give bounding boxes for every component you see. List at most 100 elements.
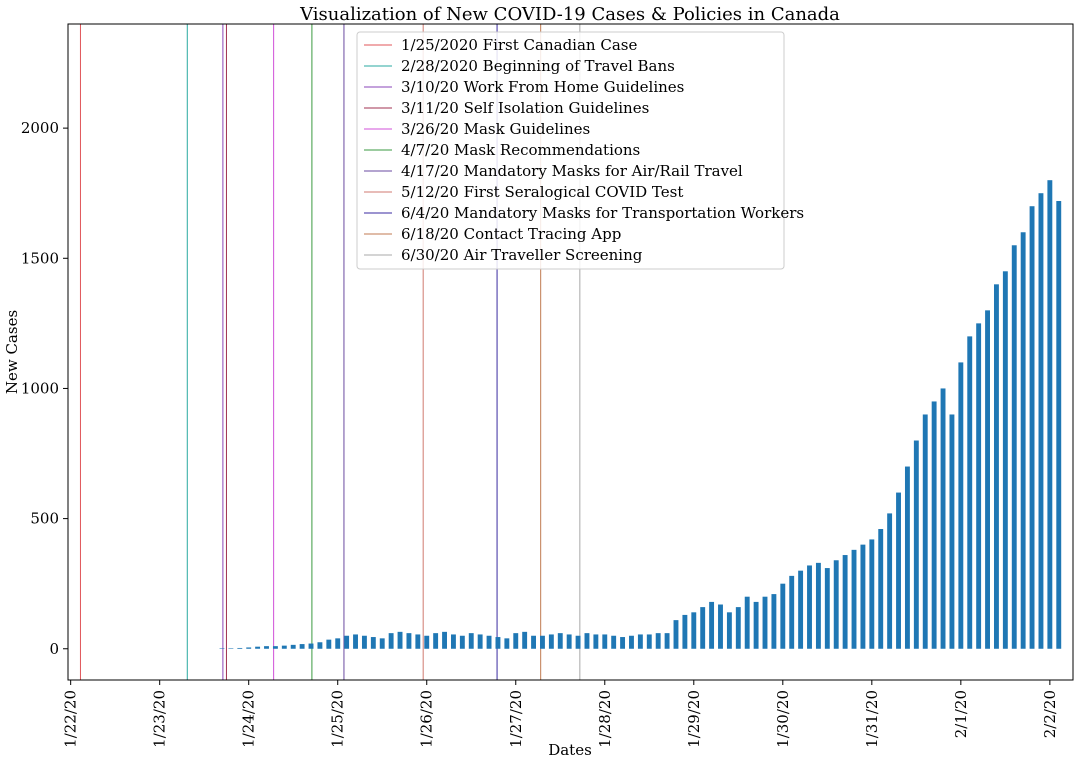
bar-111 bbox=[1056, 201, 1062, 649]
bar-103 bbox=[985, 310, 990, 649]
bar-96 bbox=[922, 414, 928, 649]
plot-frame bbox=[67, 23, 1074, 681]
bar-87 bbox=[842, 555, 848, 649]
x-axis: 1/22/20 1/23/20 1/24/20 1/25/20 1/26/20 1/27/… bbox=[62, 680, 1059, 748]
y-tick-label-0: 0 bbox=[49, 640, 59, 658]
bar-108 bbox=[1029, 206, 1035, 649]
bar-63 bbox=[629, 635, 634, 649]
bar-101 bbox=[967, 336, 973, 649]
bar-81 bbox=[789, 575, 795, 649]
bar-22 bbox=[264, 646, 269, 649]
bar-67 bbox=[664, 633, 670, 649]
bar-92 bbox=[887, 513, 893, 649]
bar-42 bbox=[442, 631, 447, 649]
bar-47 bbox=[486, 635, 492, 649]
legend-label-10: 6/30/20 Air Traveller Screening bbox=[401, 246, 643, 264]
bar-41 bbox=[433, 633, 439, 649]
bar-31 bbox=[344, 635, 350, 649]
bar-50 bbox=[513, 633, 519, 649]
bar-76 bbox=[744, 596, 750, 649]
legend-label-6: 4/17/20 Mandatory Masks for Air/Rail Tra… bbox=[401, 162, 743, 180]
y-tick-label-4: 2000 bbox=[21, 119, 59, 137]
x-tick-label-1: 1/23/20 bbox=[151, 690, 169, 748]
chart-title: Visualization of New COVID-19 Cases & Po… bbox=[299, 4, 840, 25]
legend-label-4: 3/26/20 Mask Guidelines bbox=[401, 120, 590, 138]
bar-56 bbox=[566, 634, 572, 649]
bar-83 bbox=[807, 565, 812, 649]
bar-105 bbox=[1002, 271, 1008, 649]
bar-73 bbox=[718, 604, 723, 649]
bar-36 bbox=[388, 633, 394, 649]
bar-84 bbox=[815, 562, 821, 649]
y-tick-label-2: 1000 bbox=[21, 379, 59, 397]
bar-78 bbox=[762, 596, 768, 649]
bar-39 bbox=[415, 634, 421, 649]
bar-59 bbox=[593, 634, 599, 649]
bar-65 bbox=[646, 634, 652, 649]
legend-label-2: 3/10/20 Work From Home Guidelines bbox=[401, 78, 684, 96]
x-tick-label-6: 1/28/20 bbox=[596, 690, 614, 748]
x-tick-label-8: 1/30/20 bbox=[774, 690, 792, 748]
bar-21 bbox=[255, 646, 261, 649]
bar-79 bbox=[771, 594, 777, 649]
bar-38 bbox=[406, 633, 412, 649]
x-tick-label-11: 2/2/20 bbox=[1041, 690, 1059, 738]
bar-53 bbox=[540, 635, 545, 649]
bar-97 bbox=[931, 401, 937, 649]
bar-17 bbox=[219, 648, 225, 649]
bar-71 bbox=[700, 607, 706, 649]
bar-86 bbox=[833, 560, 839, 649]
bar-80 bbox=[780, 583, 786, 649]
bar-40 bbox=[424, 635, 430, 649]
bar-57 bbox=[575, 635, 581, 649]
bar-26 bbox=[299, 644, 305, 649]
x-tick-label-5: 1/27/20 bbox=[507, 690, 525, 748]
x-tick-label-7: 1/29/20 bbox=[685, 690, 703, 748]
bar-106 bbox=[1011, 245, 1017, 649]
bar-64 bbox=[637, 634, 643, 649]
legend-box bbox=[356, 31, 785, 270]
legend-label-3: 3/11/20 Self Isolation Guidelines bbox=[401, 99, 649, 117]
bar-98 bbox=[940, 388, 946, 649]
x-axis-label: Dates bbox=[548, 741, 592, 759]
bar-107 bbox=[1020, 232, 1026, 649]
bar-77 bbox=[753, 601, 759, 649]
legend-label-5: 4/7/20 Mask Recommendations bbox=[401, 141, 640, 159]
bar-99 bbox=[949, 414, 955, 649]
bar-55 bbox=[557, 633, 563, 649]
bar-33 bbox=[361, 635, 367, 649]
bar-19 bbox=[237, 647, 243, 649]
bar-95 bbox=[913, 440, 919, 649]
bar-29 bbox=[326, 639, 332, 649]
bar-37 bbox=[397, 631, 403, 649]
bar-75 bbox=[735, 607, 741, 649]
bar-66 bbox=[655, 633, 661, 649]
x-tick-label-0: 1/22/20 bbox=[62, 690, 80, 748]
bar-20 bbox=[246, 647, 252, 649]
bar-100 bbox=[958, 362, 964, 649]
bar-46 bbox=[477, 634, 483, 649]
legend-label-9: 6/18/20 Contact Tracing App bbox=[401, 225, 621, 243]
y-axis-label: New Cases bbox=[3, 310, 21, 394]
bar-104 bbox=[993, 284, 999, 649]
x-tick-label-10: 2/1/20 bbox=[952, 690, 970, 738]
x-tick-label-3: 1/25/20 bbox=[329, 690, 347, 748]
bar-44 bbox=[459, 635, 465, 649]
bar-91 bbox=[878, 529, 884, 649]
bar-60 bbox=[602, 634, 608, 649]
y-tick-label-1: 500 bbox=[30, 510, 59, 528]
bar-49 bbox=[504, 638, 510, 649]
bar-51 bbox=[522, 631, 528, 649]
bar-90 bbox=[869, 539, 875, 649]
legend: 1/25/2020 First Canadian Case 2/28/2020 B… bbox=[356, 31, 804, 270]
bar-24 bbox=[281, 645, 287, 649]
bar-69 bbox=[682, 614, 688, 649]
legend-label-7: 5/12/20 First Seralogical COVID Test bbox=[401, 183, 683, 201]
legend-label-0: 1/25/2020 First Canadian Case bbox=[401, 36, 637, 54]
bar-25 bbox=[290, 644, 296, 649]
x-tick-label-2: 1/24/20 bbox=[240, 690, 258, 748]
legend-label-8: 6/4/20 Mandatory Masks for Transportatio… bbox=[401, 204, 804, 222]
bar-54 bbox=[548, 634, 554, 649]
bar-68 bbox=[673, 620, 679, 649]
